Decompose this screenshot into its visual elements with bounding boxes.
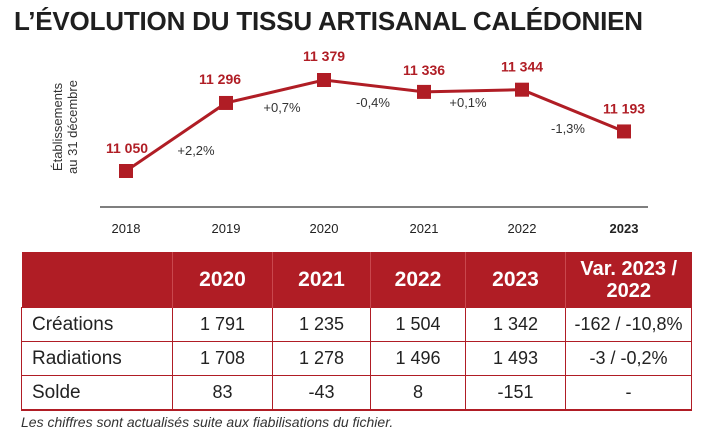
table-header-2021: 2021 bbox=[272, 252, 371, 308]
table-header-corner bbox=[21, 252, 173, 308]
x-tick-label: 2023 bbox=[610, 221, 639, 236]
table-cell: 1 791 bbox=[172, 307, 273, 342]
change-annotation: +2,2% bbox=[177, 143, 215, 158]
table-cell: -43 bbox=[272, 375, 371, 411]
x-tick-label: 2020 bbox=[310, 221, 339, 236]
table-cell: 1 278 bbox=[272, 341, 371, 376]
data-label: 11 379 bbox=[303, 48, 345, 64]
table-cell: -151 bbox=[465, 375, 566, 411]
x-tick-label: 2021 bbox=[410, 221, 439, 236]
data-point-marker bbox=[617, 124, 631, 139]
x-tick-label: 2018 bbox=[112, 221, 141, 236]
table-row-creations: Créations 1 791 1 235 1 504 1 342 -162 /… bbox=[21, 307, 692, 342]
data-label: 11 296 bbox=[199, 71, 241, 87]
data-label: 11 193 bbox=[603, 100, 645, 116]
table-cell: 83 bbox=[172, 375, 273, 411]
table-row-solde: Solde 83 -43 8 -151 - bbox=[21, 375, 692, 411]
table-cell: 8 bbox=[370, 375, 466, 411]
table-cell: - bbox=[565, 375, 692, 411]
data-point-marker bbox=[219, 95, 233, 110]
table-cell: 1 504 bbox=[370, 307, 466, 342]
row-label: Solde bbox=[21, 375, 173, 411]
x-tick-label: 2019 bbox=[212, 221, 241, 236]
change-annotation: -1,3% bbox=[551, 121, 585, 136]
table-row-radiations: Radiations 1 708 1 278 1 496 1 493 -3 / … bbox=[21, 341, 692, 376]
table-cell: 1 235 bbox=[272, 307, 371, 342]
table-cell: 1 493 bbox=[465, 341, 566, 376]
line-chart: 11 050 2018 11 296 2019 11 379 2020 11 336 2021… bbox=[100, 48, 648, 236]
series-line bbox=[125, 78, 625, 173]
row-label: Radiations bbox=[21, 341, 173, 376]
data-label: 11 344 bbox=[501, 59, 543, 75]
data-table: 2020 2021 2022 2023 Var. 2023 / 2022 Cré… bbox=[21, 252, 692, 411]
table-header-2023: 2023 bbox=[465, 252, 566, 308]
row-label: Créations bbox=[21, 307, 173, 342]
data-label: 11 050 bbox=[106, 140, 148, 156]
table-cell: -3 / -0,2% bbox=[565, 341, 692, 376]
chart-title: L’ÉVOLUTION DU TISSU ARTISANAL CALÉDONIE… bbox=[14, 6, 643, 36]
table-header-variation: Var. 2023 / 2022 bbox=[565, 252, 692, 308]
table-cell: 1 496 bbox=[370, 341, 466, 376]
table-cell: 1 342 bbox=[465, 307, 566, 342]
table-cell: 1 708 bbox=[172, 341, 273, 376]
data-point-marker bbox=[317, 73, 331, 87]
change-annotation: +0,1% bbox=[449, 95, 487, 110]
change-annotation: -0,4% bbox=[356, 95, 390, 110]
x-tick-label: 2022 bbox=[508, 221, 537, 236]
table-header-row: 2020 2021 2022 2023 Var. 2023 / 2022 bbox=[21, 252, 692, 308]
data-point-marker bbox=[119, 164, 133, 178]
data-point-marker bbox=[417, 84, 431, 99]
data-point-marker bbox=[515, 82, 529, 97]
change-annotation: +0,7% bbox=[263, 100, 301, 115]
table-cell: -162 / -10,8% bbox=[565, 307, 692, 342]
table-header-2020: 2020 bbox=[172, 252, 273, 308]
data-label: 11 336 bbox=[403, 62, 445, 78]
footnote: Les chiffres sont actualisés suite aux f… bbox=[21, 414, 394, 430]
table-header-2022: 2022 bbox=[370, 252, 466, 308]
